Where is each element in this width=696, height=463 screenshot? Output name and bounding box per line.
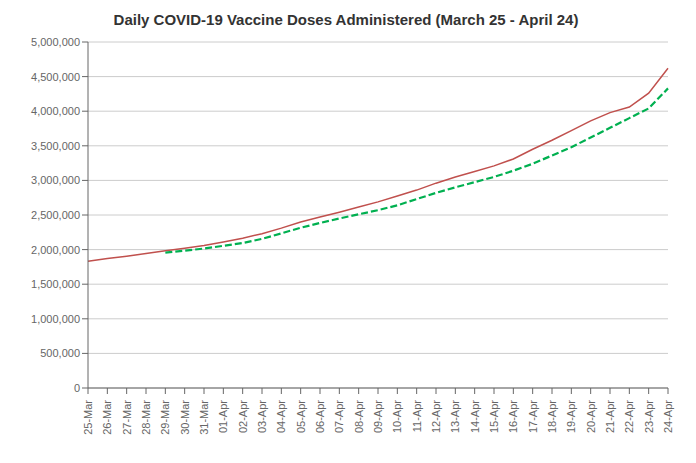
svg-text:4,500,000: 4,500,000 bbox=[31, 71, 80, 83]
svg-text:0: 0 bbox=[74, 382, 80, 394]
svg-text:16-Apr: 16-Apr bbox=[507, 400, 519, 433]
svg-text:26-Mar: 26-Mar bbox=[101, 400, 113, 435]
svg-text:1,000,000: 1,000,000 bbox=[31, 313, 80, 325]
svg-text:18-Apr: 18-Apr bbox=[546, 400, 558, 433]
svg-text:27-Mar: 27-Mar bbox=[121, 400, 133, 435]
svg-text:04-Apr: 04-Apr bbox=[275, 400, 287, 433]
svg-text:29-Mar: 29-Mar bbox=[159, 400, 171, 435]
svg-text:12-Apr: 12-Apr bbox=[430, 400, 442, 433]
svg-text:2,500,000: 2,500,000 bbox=[31, 209, 80, 221]
svg-text:23-Apr: 23-Apr bbox=[643, 400, 655, 433]
svg-text:09-Apr: 09-Apr bbox=[372, 400, 384, 433]
svg-text:31-Mar: 31-Mar bbox=[198, 400, 210, 435]
svg-text:05-Apr: 05-Apr bbox=[295, 400, 307, 433]
html-text:Daily COVID-19 Vaccine Doses A: Daily COVID-19 Vaccine Doses Administere… bbox=[113, 11, 579, 28]
svg-text:30-Mar: 30-Mar bbox=[179, 400, 191, 435]
svg-text:2,000,000: 2,000,000 bbox=[31, 244, 80, 256]
svg-text:24-Apr: 24-Apr bbox=[662, 400, 674, 433]
svg-text:07-Apr: 07-Apr bbox=[333, 400, 345, 433]
svg-text:01-Apr: 01-Apr bbox=[217, 400, 229, 433]
svg-text:13-Apr: 13-Apr bbox=[449, 400, 461, 433]
svg-text:3,500,000: 3,500,000 bbox=[31, 140, 80, 152]
svg-text:25-Mar: 25-Mar bbox=[82, 400, 94, 435]
svg-text:1,500,000: 1,500,000 bbox=[31, 278, 80, 290]
svg-text:21-Apr: 21-Apr bbox=[604, 400, 616, 433]
svg-text:08-Apr: 08-Apr bbox=[353, 400, 365, 433]
svg-text:02-Apr: 02-Apr bbox=[237, 400, 249, 433]
svg-text:22-Apr: 22-Apr bbox=[623, 400, 635, 433]
svg-text:15-Apr: 15-Apr bbox=[488, 400, 500, 433]
svg-text:19-Apr: 19-Apr bbox=[565, 400, 577, 433]
svg-text:14-Apr: 14-Apr bbox=[469, 400, 481, 433]
svg-text:03-Apr: 03-Apr bbox=[256, 400, 268, 433]
svg-text:28-Mar: 28-Mar bbox=[140, 400, 152, 435]
svg-text:20-Apr: 20-Apr bbox=[585, 400, 597, 433]
svg-text:500,000: 500,000 bbox=[40, 347, 80, 359]
svg-text:5,000,000: 5,000,000 bbox=[31, 36, 80, 48]
svg-text:06-Apr: 06-Apr bbox=[314, 400, 326, 433]
svg-text:10-Apr: 10-Apr bbox=[391, 400, 403, 433]
svg-text:11-Apr: 11-Apr bbox=[411, 400, 423, 433]
svg-text:17-Apr: 17-Apr bbox=[527, 400, 539, 433]
svg-text:4,000,000: 4,000,000 bbox=[31, 105, 80, 117]
svg-text:3,000,000: 3,000,000 bbox=[31, 174, 80, 186]
